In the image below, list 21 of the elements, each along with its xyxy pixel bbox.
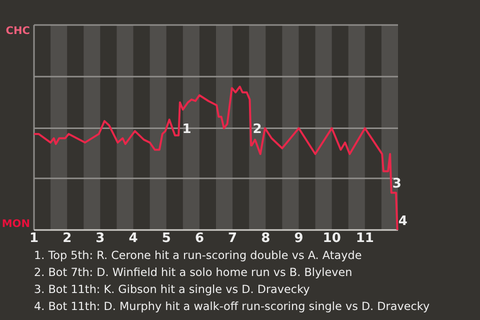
x-tick-label: 9 bbox=[294, 231, 304, 246]
text: MON bbox=[2, 218, 30, 230]
x-tick-label: 1 bbox=[29, 231, 39, 246]
x-tick-label: 7 bbox=[228, 231, 238, 246]
annotation: 2 bbox=[252, 122, 262, 138]
x-tick-label: 11 bbox=[356, 231, 374, 246]
annotation: 3 bbox=[392, 176, 402, 192]
annotation: 1 bbox=[182, 122, 192, 138]
x-tick-label: 5 bbox=[162, 231, 171, 246]
text: 3. Bot 11th: K. Gibson hit a single vs D. Dravecky bbox=[34, 283, 310, 296]
x-tick-label: 2 bbox=[62, 231, 72, 246]
text: 2. Bot 7th: D. Winfield hit a solo home run vs B. Blyleven bbox=[34, 266, 352, 279]
x-tick-label: 4 bbox=[128, 231, 138, 246]
x-tick-label: 8 bbox=[261, 231, 270, 246]
annotation: 4 bbox=[398, 214, 408, 229]
x-tick-label: 6 bbox=[194, 231, 204, 246]
text: CHC bbox=[6, 25, 30, 37]
x-tick-label: 3 bbox=[96, 231, 105, 246]
x-tick-label: 10 bbox=[322, 231, 341, 246]
text: 1. Top 5th: R. Cerone hit a run-scoring double vs A. Atayde bbox=[34, 249, 362, 262]
text: 4. Bot 11th: D. Murphy hit a walk-off run-scoring single vs D. Dravecky bbox=[34, 300, 430, 313]
